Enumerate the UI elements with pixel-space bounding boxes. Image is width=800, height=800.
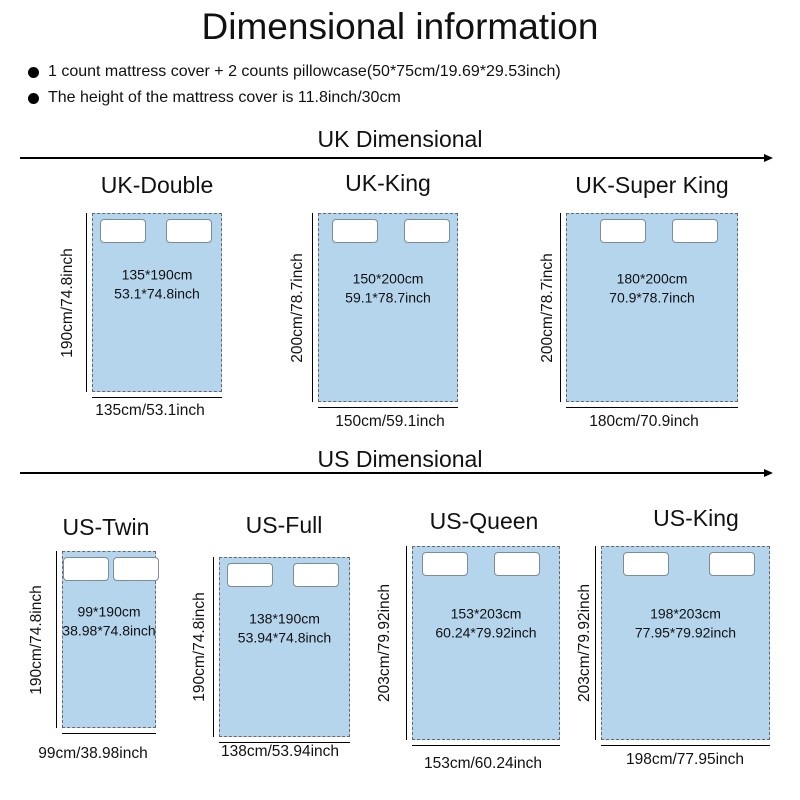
size-inch-label: 60.24*79.92inch	[435, 624, 537, 641]
bullet-text: 1 count mattress cover + 2 counts pillow…	[48, 63, 561, 80]
width-label: 150cm/59.1inch	[335, 413, 445, 430]
us-divider-arrow	[20, 472, 765, 474]
size-cm-label: 153*203cm	[450, 605, 522, 622]
arrow-right-icon	[764, 469, 773, 477]
size-inch-label: 38.98*74.8inch	[62, 622, 156, 639]
bullet-icon	[28, 92, 39, 104]
width-dimension-arrow	[92, 397, 222, 398]
pillow-icon	[709, 552, 755, 576]
pillow-icon	[63, 557, 109, 581]
mattress-diagram	[601, 546, 770, 740]
width-dimension-arrow	[62, 733, 156, 734]
width-label: 180cm/70.9inch	[589, 413, 699, 430]
bed-title: UK-Double	[100, 172, 214, 198]
us-section-heading: US Dimensional	[317, 446, 483, 472]
height-dimension-arrow	[406, 546, 407, 740]
width-dimension-arrow	[412, 745, 560, 746]
size-inch-label: 70.9*78.7inch	[609, 289, 695, 306]
page-title: Dimensional information	[201, 6, 599, 47]
height-label: 190cm/74.8inch	[191, 592, 208, 702]
size-cm-label: 138*190cm	[249, 610, 320, 627]
height-label: 203cm/79.92inch	[376, 583, 393, 703]
size-inch-label: 77.95*79.92inch	[634, 624, 737, 641]
uk-section-heading: UK Dimensional	[317, 126, 483, 152]
width-label: 138cm/53.94inch	[220, 743, 340, 760]
height-dimension-arrow	[86, 213, 87, 392]
size-cm-label: 198*203cm	[650, 605, 721, 622]
width-label: 135cm/53.1inch	[95, 402, 205, 419]
width-dimension-arrow	[566, 407, 738, 408]
pillow-icon	[293, 563, 339, 587]
size-cm-label: 99*190cm	[77, 603, 141, 620]
bullet-icon	[28, 66, 39, 78]
width-dimension-arrow	[601, 745, 770, 746]
bed-title: US-Queen	[429, 508, 539, 534]
height-label: 190cm/74.8inch	[59, 247, 76, 358]
pillow-icon	[227, 563, 273, 587]
width-label: 198cm/77.95inch	[625, 751, 745, 768]
pillow-icon	[623, 552, 669, 576]
height-dimension-arrow	[213, 557, 214, 737]
mattress-diagram	[219, 557, 350, 737]
mattress-diagram	[318, 213, 458, 402]
bullet-item: 1 count mattress cover + 2 counts pillow…	[28, 63, 561, 81]
bed-title: UK-Super King	[575, 172, 729, 198]
pillow-icon	[404, 219, 450, 243]
pillow-icon	[166, 219, 212, 243]
bed-title: US-King	[653, 505, 739, 531]
height-dimension-arrow	[595, 546, 596, 740]
height-label: 190cm/74.8inch	[28, 584, 45, 695]
bed-title: US-Twin	[62, 514, 150, 540]
pillow-icon	[100, 219, 146, 243]
pillow-icon	[600, 219, 646, 243]
height-label: 200cm/78.7inch	[289, 252, 306, 363]
arrow-right-icon	[764, 154, 773, 162]
bed-title: US-Full	[245, 512, 323, 538]
bed-title: UK-King	[345, 170, 431, 196]
pillow-icon	[113, 557, 159, 581]
width-dimension-arrow	[219, 742, 350, 743]
bullet-text: The height of the mattress cover is 11.8…	[48, 89, 401, 106]
width-dimension-arrow	[318, 407, 458, 408]
mattress-diagram	[566, 213, 738, 402]
size-cm-label: 180*200cm	[616, 270, 688, 287]
size-inch-label: 53.94*74.8inch	[237, 629, 332, 646]
size-inch-label: 53.1*74.8inch	[114, 285, 200, 302]
height-dimension-arrow	[56, 551, 57, 728]
width-label: 153cm/60.24inch	[423, 755, 543, 772]
pillow-icon	[422, 552, 468, 576]
uk-divider-arrow	[20, 157, 765, 159]
bullet-item: The height of the mattress cover is 11.8…	[28, 89, 401, 107]
size-cm-label: 135*190cm	[121, 266, 193, 283]
mattress-diagram	[412, 546, 560, 740]
height-label: 200cm/78.7inch	[539, 252, 556, 363]
height-label: 203cm/79.92inch	[576, 583, 593, 703]
height-dimension-arrow	[312, 213, 313, 402]
size-cm-label: 150*200cm	[352, 270, 424, 287]
width-label: 99cm/38.98inch	[38, 745, 148, 762]
pillow-icon	[332, 219, 378, 243]
size-inch-label: 59.1*78.7inch	[345, 289, 431, 306]
pillow-icon	[494, 552, 540, 576]
pillow-icon	[672, 219, 718, 243]
height-dimension-arrow	[560, 213, 561, 402]
